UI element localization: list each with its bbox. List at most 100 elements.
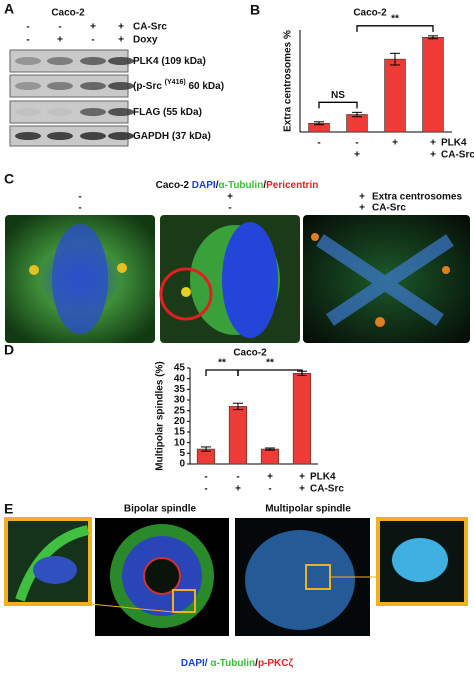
- y-tick-label: 20: [174, 416, 186, 427]
- centrosome: [29, 265, 39, 275]
- stain: DAPI: [192, 180, 216, 191]
- condition-sign: +: [359, 192, 365, 203]
- blot-label: FLAG (55 kDa): [133, 107, 202, 118]
- error-bar: [314, 121, 324, 126]
- condition-sign: -: [268, 484, 271, 495]
- condition-name: CA-Src: [372, 203, 406, 214]
- label-part: (Y416): [165, 79, 186, 86]
- blot-label: PLK4 (109 kDa): [133, 56, 206, 67]
- condition-sign: +: [299, 484, 305, 495]
- y-tick-label: 25: [174, 405, 186, 416]
- condition-sign: +: [299, 472, 305, 483]
- centrosome: [442, 266, 450, 274]
- condition-name: CA-Src: [133, 22, 167, 33]
- condition-sign: -: [204, 484, 207, 495]
- band: [15, 132, 41, 140]
- condition-sign: -: [236, 472, 239, 483]
- band: [47, 108, 73, 116]
- condition-sign: +: [359, 203, 365, 214]
- significance-label: **: [391, 13, 399, 24]
- condition-sign: +: [392, 138, 398, 149]
- condition-sign: +: [430, 138, 436, 149]
- band: [108, 82, 134, 90]
- condition-sign: +: [57, 35, 63, 46]
- band: [108, 108, 134, 116]
- condition-sign: -: [317, 138, 320, 149]
- bar: [384, 58, 406, 133]
- condition-sign: -: [228, 203, 231, 214]
- stain: /: [216, 180, 219, 191]
- band: [47, 132, 73, 140]
- stain: α-Tubulin: [218, 180, 263, 191]
- panel-letter: B: [250, 2, 260, 18]
- y-axis-label: Multipolar spindles (%): [155, 361, 166, 470]
- stain: p-PKCζ: [258, 658, 294, 669]
- inset-box: [172, 589, 196, 613]
- significance-label: **: [266, 358, 274, 369]
- error-bar: [265, 447, 275, 451]
- condition-sign: +: [118, 35, 124, 46]
- stain: /: [263, 180, 266, 191]
- condition-sign: +: [354, 150, 360, 161]
- stain: /: [255, 658, 258, 669]
- centrosome: [311, 233, 319, 241]
- band: [80, 57, 106, 65]
- panel-letter: D: [4, 342, 14, 358]
- stain-caption: DAPI/ α-Tubulin/p-PKCζ: [181, 658, 294, 669]
- centrosome: [375, 317, 385, 327]
- band: [108, 132, 134, 140]
- blot-label: GAPDH (37 kDa): [133, 131, 211, 142]
- band: [80, 82, 106, 90]
- condition-sign: +: [90, 22, 96, 33]
- inset-line: [89, 603, 174, 613]
- bar: [292, 373, 312, 465]
- condition-sign: +: [267, 472, 273, 483]
- band: [15, 108, 41, 116]
- condition-sign: -: [26, 22, 29, 33]
- y-tick-label: 40: [174, 373, 186, 384]
- band: [15, 57, 41, 65]
- stain: Pericentrin: [266, 180, 318, 191]
- image-title: Bipolar spindle: [124, 504, 197, 515]
- chart-title: Caco-2: [233, 348, 267, 359]
- error-bar: [352, 111, 362, 118]
- nuclei: [245, 530, 355, 630]
- centrosome: [117, 263, 127, 273]
- blot-label: (p-Src (Y416) 60 kDa): [133, 79, 224, 92]
- panel-letter: C: [4, 171, 14, 187]
- significance-label: NS: [331, 90, 345, 101]
- spindle: [15, 525, 90, 602]
- micrographs-e: [4, 517, 468, 636]
- band: [80, 108, 106, 116]
- band: [15, 82, 41, 90]
- panel-letter: E: [4, 501, 13, 517]
- y-tick-label: 0: [179, 459, 185, 470]
- error-bar: [233, 402, 243, 411]
- y-tick-label: 30: [174, 395, 186, 406]
- condition-sign: +: [118, 22, 124, 33]
- significance-bracket: [356, 25, 434, 32]
- lumen: [143, 557, 181, 595]
- highlight-circle: [159, 267, 213, 321]
- significance-label: **: [218, 358, 226, 369]
- panel-title: Caco-2 DAPI/α-Tubulin/Pericentrin: [156, 180, 319, 191]
- condition-sign: -: [58, 22, 61, 33]
- condition-name: Extra centrosomes: [372, 192, 462, 203]
- panel-letter: A: [4, 1, 14, 17]
- centrosome: [181, 287, 191, 297]
- error-bar: [428, 35, 438, 40]
- band: [47, 57, 73, 65]
- condition-sign: -: [78, 192, 81, 203]
- chart-title: Caco-2: [353, 8, 387, 19]
- label-part: GAPDH (37 kDa): [133, 131, 211, 142]
- y-tick-label: 15: [174, 427, 186, 438]
- condition-sign: +: [430, 150, 436, 161]
- condition-name: CA-Src: [310, 484, 344, 495]
- y-axis-label: Extra centrosomes %: [283, 30, 294, 132]
- significance-bracket: [205, 369, 239, 376]
- error-bar: [201, 446, 211, 452]
- bar: [228, 406, 248, 465]
- label-part: (p-Src: [133, 81, 165, 92]
- y-tick-label: 5: [179, 448, 185, 459]
